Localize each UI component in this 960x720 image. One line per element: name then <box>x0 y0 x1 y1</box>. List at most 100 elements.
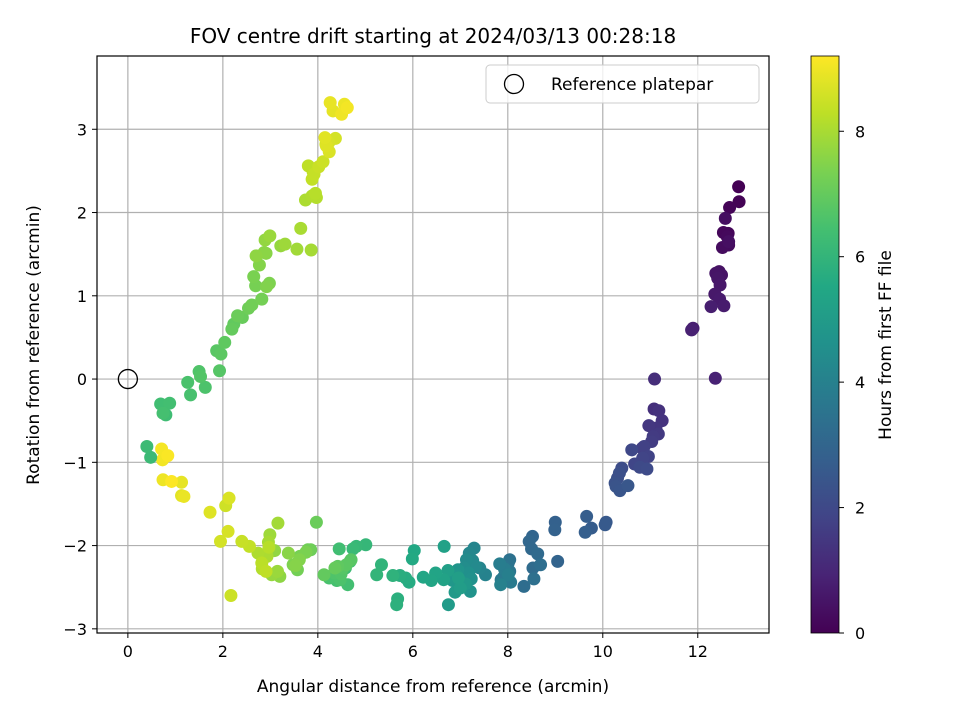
data-point <box>144 450 158 464</box>
data-point <box>156 406 170 420</box>
colorbar-tick-label: 2 <box>855 499 865 518</box>
y-tick-label: 1 <box>77 287 87 306</box>
x-tick-label: 2 <box>218 642 228 661</box>
data-point <box>732 195 746 209</box>
data-point <box>370 568 384 582</box>
data-point <box>416 570 430 584</box>
data-point <box>270 564 284 578</box>
data-point <box>612 466 626 480</box>
data-point <box>213 534 227 548</box>
y-tick-label: −2 <box>63 537 87 556</box>
data-point <box>340 101 354 115</box>
data-point <box>140 439 154 453</box>
data-point <box>222 491 236 505</box>
data-point <box>374 558 388 572</box>
colorbar-tick-label: 8 <box>855 122 865 141</box>
data-point <box>708 371 722 385</box>
y-axis-title: Rotation from reference (arcmin) <box>24 205 44 485</box>
data-point <box>194 370 208 384</box>
y-tick-label: −3 <box>63 620 87 639</box>
data-point <box>203 505 217 519</box>
data-point <box>224 589 238 603</box>
data-point <box>718 211 732 225</box>
reference-platepar-marker <box>117 368 139 390</box>
data-point <box>235 534 249 548</box>
data-point <box>263 229 277 243</box>
data-point <box>317 568 331 582</box>
data-point <box>652 404 666 418</box>
data-point <box>323 96 337 110</box>
data-point <box>704 300 718 314</box>
data-point <box>346 542 360 556</box>
colorbar-tick-label: 0 <box>855 624 865 643</box>
x-tick-label: 12 <box>688 642 708 661</box>
data-point <box>648 372 662 386</box>
data-point <box>531 547 545 561</box>
colorbar-gradient <box>810 55 840 634</box>
x-tick-label: 6 <box>408 642 418 661</box>
data-point <box>218 335 232 349</box>
data-point <box>175 475 189 489</box>
data-point <box>318 131 332 145</box>
colorbar-tick-label: 6 <box>855 248 865 267</box>
data-point <box>685 323 699 337</box>
data-point <box>247 270 261 284</box>
data-point <box>494 578 508 592</box>
y-tick-label: 2 <box>77 204 87 223</box>
data-point <box>551 554 565 568</box>
data-point <box>278 237 292 251</box>
x-tick-label: 8 <box>503 642 513 661</box>
data-point <box>722 235 736 249</box>
legend-box <box>485 64 760 104</box>
data-point <box>386 569 400 583</box>
data-point <box>717 299 731 313</box>
data-point <box>625 443 639 457</box>
data-point <box>249 249 263 263</box>
data-point <box>308 186 322 200</box>
data-point <box>225 322 239 336</box>
data-point <box>231 309 245 323</box>
data-point <box>598 518 612 532</box>
data-point <box>316 155 330 169</box>
data-point <box>294 221 308 235</box>
data-point <box>580 509 594 523</box>
legend-marker-reference <box>503 73 525 95</box>
x-tick-label: 10 <box>593 642 613 661</box>
data-point <box>271 516 285 530</box>
data-point <box>262 540 276 554</box>
data-point <box>723 201 737 215</box>
data-point <box>221 524 235 538</box>
data-point <box>181 375 195 389</box>
data-point <box>309 515 323 529</box>
data-point <box>527 572 541 586</box>
data-point <box>177 489 191 503</box>
x-tick-label: 0 <box>123 642 133 661</box>
data-point <box>198 380 212 394</box>
data-point <box>637 439 651 453</box>
data-point <box>328 561 342 575</box>
data-point <box>161 449 175 463</box>
data-point <box>259 564 273 578</box>
data-point <box>451 571 465 585</box>
data-point <box>548 523 562 537</box>
data-point <box>578 525 592 539</box>
colorbar-tick-label: 4 <box>855 373 865 392</box>
x-tick-label: 4 <box>313 642 323 661</box>
data-point <box>332 542 346 556</box>
data-point <box>245 298 259 312</box>
data-point <box>289 559 303 573</box>
data-point <box>184 388 198 402</box>
y-tick-label: −1 <box>63 453 87 472</box>
data-point <box>165 474 179 488</box>
data-point <box>255 292 269 306</box>
data-point <box>290 242 304 256</box>
data-point <box>732 180 746 194</box>
chart-title: FOV centre drift starting at 2024/03/13 … <box>190 24 676 48</box>
data-point <box>437 539 451 553</box>
y-tick-label: 0 <box>77 370 87 389</box>
data-point <box>493 557 507 571</box>
data-point <box>501 568 515 582</box>
data-point <box>281 546 295 560</box>
